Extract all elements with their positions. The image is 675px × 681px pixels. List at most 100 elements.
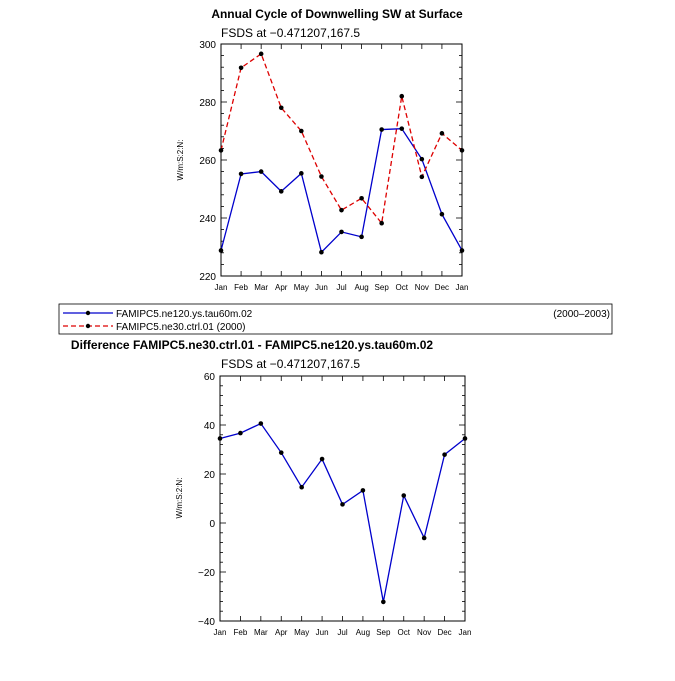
y-tick-label: 280 [199, 98, 216, 109]
data-point [459, 248, 465, 253]
data-point [401, 493, 407, 498]
x-tick-label: Nov [417, 628, 431, 637]
x-tick-label: Sep [375, 283, 390, 292]
chart-2-title: Difference FAMIPC5.ne30.ctrl.01 - FAMIPC… [71, 338, 433, 352]
data-point [299, 171, 304, 176]
x-tick-label: Apr [275, 628, 288, 637]
x-tick-label: Feb [234, 628, 248, 637]
x-tick-label: Jan [214, 628, 227, 637]
legend-label-2: FAMIPC5.ne30.ctrl.01 (2000) [116, 322, 246, 333]
x-tick-label: Jul [336, 283, 346, 292]
data-point [319, 174, 324, 179]
series-line-2 [220, 52, 463, 225]
y-tick-label: 240 [199, 214, 216, 225]
x-tick-label: Dec [437, 628, 451, 637]
x-tick-label: Feb [234, 283, 248, 292]
data-point [339, 229, 344, 235]
x-tick-label: Apr [275, 283, 288, 292]
x-tick-label: May [294, 628, 309, 637]
data-point [258, 421, 264, 426]
data-point [359, 234, 364, 240]
x-tick-label: Aug [356, 628, 370, 637]
chart-2: Difference FAMIPC5.ne30.ctrl.01 - FAMIPC… [71, 338, 472, 637]
data-point [421, 535, 427, 541]
chart-1: Annual Cycle of Downwelling SW at Surfac… [176, 7, 468, 292]
data-point [379, 127, 384, 132]
data-point [258, 169, 264, 174]
chart-1-axes: Jan Feb Mar Apr May Jun Jul Aug Sep Oct Nov Dec Jan2… [199, 40, 468, 292]
data-point [459, 148, 465, 153]
data-point [462, 436, 468, 441]
chart-2-ylabel: W/m:S:2:N: [175, 478, 184, 519]
data-point [399, 126, 405, 131]
legend-marker-1 [85, 310, 91, 316]
legend-box [58, 303, 613, 335]
data-point [419, 174, 425, 180]
y-tick-label: 220 [199, 272, 216, 283]
legend-period-1: (2000–2003) [553, 309, 610, 320]
legend-marker-2 [85, 323, 91, 329]
chart-2-plot-frame [219, 375, 466, 622]
chart-2-series [217, 421, 468, 605]
data-point [439, 211, 445, 217]
data-point [419, 156, 425, 162]
chart-1-subtitle: FSDS at −0.471207,167.5 [221, 26, 360, 40]
y-tick-label: −20 [198, 568, 215, 579]
data-point [439, 131, 445, 136]
data-point [238, 430, 243, 436]
chart-1-ylabel: W/m:S:2:N: [176, 140, 185, 181]
data-point [278, 105, 284, 111]
data-point [339, 207, 344, 213]
x-tick-label: Dec [435, 283, 449, 292]
data-point [218, 248, 224, 253]
legend: FAMIPC5.ne120.ys.tau60m.02 (2000–2003) F… [58, 303, 613, 335]
series-line-1 [219, 422, 466, 603]
data-point [258, 51, 264, 57]
data-point [359, 195, 364, 201]
data-point [217, 436, 223, 441]
y-tick-label: 0 [209, 519, 215, 530]
x-tick-label: Jan [456, 283, 469, 292]
x-tick-label: Oct [398, 628, 411, 637]
x-tick-label: Jan [215, 283, 228, 292]
chart-1-plot-frame [220, 43, 463, 277]
data-point [442, 452, 447, 457]
data-point [319, 249, 324, 255]
chart-1-title: Annual Cycle of Downwelling SW at Surfac… [211, 7, 463, 21]
data-point [379, 220, 384, 226]
data-point [238, 171, 244, 177]
x-tick-label: Nov [415, 283, 429, 292]
y-tick-label: −40 [198, 617, 215, 628]
y-tick-label: 300 [199, 40, 216, 51]
data-point [340, 502, 345, 507]
data-point [218, 148, 224, 153]
y-tick-label: 20 [204, 470, 216, 481]
x-tick-label: Sep [376, 628, 391, 637]
data-point [381, 599, 386, 605]
x-tick-label: Jun [316, 628, 329, 637]
chart-1-series [218, 51, 465, 255]
x-tick-label: Jul [337, 628, 347, 637]
data-point [360, 488, 366, 493]
data-point [278, 450, 284, 455]
x-tick-label: Jun [315, 283, 328, 292]
chart-2-subtitle: FSDS at −0.471207,167.5 [221, 357, 360, 371]
chart-2-axes: Jan Feb Mar Apr May Jun Jul Aug Sep Oct Nov Dec Jan−… [198, 372, 471, 637]
x-tick-label: Oct [396, 283, 409, 292]
x-tick-label: Mar [254, 283, 268, 292]
x-tick-label: Mar [254, 628, 268, 637]
data-point [399, 93, 405, 99]
y-tick-label: 60 [204, 372, 216, 383]
x-tick-label: Jan [459, 628, 472, 637]
data-point [299, 128, 304, 134]
data-point [319, 456, 325, 462]
data-point [299, 484, 304, 490]
y-tick-label: 40 [204, 421, 216, 432]
legend-label-1: FAMIPC5.ne120.ys.tau60m.02 [116, 309, 253, 320]
x-tick-label: Aug [354, 283, 368, 292]
x-tick-label: May [294, 283, 309, 292]
y-tick-label: 260 [199, 156, 216, 167]
data-point [238, 65, 244, 71]
data-point [278, 189, 284, 194]
